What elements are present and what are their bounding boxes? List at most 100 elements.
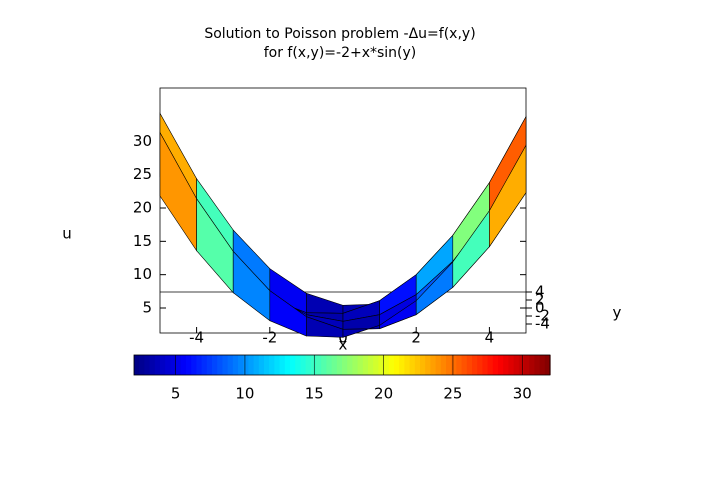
colorbar-segment — [175, 355, 182, 375]
colorbar-segment — [180, 355, 187, 375]
colorbar-tick-label: 15 — [305, 385, 324, 403]
y-tick-label: 0 — [535, 299, 545, 317]
colorbar-segment — [399, 355, 405, 375]
colorbar-segment — [305, 355, 312, 375]
colorbar-segment — [529, 355, 535, 375]
colorbar-segment — [508, 355, 515, 375]
colorbar-segment — [300, 355, 307, 375]
colorbar-segment — [326, 355, 333, 375]
colorbar-segment — [149, 355, 156, 375]
colorbar-segment — [331, 355, 338, 375]
colorbar-segment — [191, 355, 197, 375]
colorbar-segment — [196, 355, 203, 375]
colorbar-segment — [217, 355, 223, 375]
colorbar-segment — [227, 355, 234, 375]
colorbar-segment — [284, 355, 291, 375]
colorbar-segment — [544, 355, 551, 375]
colorbar-segment — [279, 355, 286, 375]
y-axis-label: y — [613, 304, 622, 322]
colorbar-segment — [253, 355, 260, 375]
x-tick-label: 2 — [411, 329, 421, 347]
colorbar-segment — [440, 355, 447, 375]
colorbar-segment — [435, 355, 442, 375]
colorbar-segment — [482, 355, 489, 375]
colorbar-segment — [243, 355, 249, 375]
colorbar-segment — [409, 355, 416, 375]
colorbar-segment — [232, 355, 239, 375]
colorbar-segment — [222, 355, 229, 375]
colorbar-segment — [347, 355, 353, 375]
colorbar-segment — [425, 355, 431, 375]
colorbar-tick-label: 5 — [171, 385, 181, 403]
colorbar-segment — [414, 355, 421, 375]
colorbar-segment — [368, 355, 374, 375]
colorbar-segment — [373, 355, 379, 375]
colorbar-segment — [154, 355, 161, 375]
colorbar-segment — [492, 355, 499, 375]
y-tick-label: -4 — [535, 315, 550, 333]
y-tick-label: -2 — [535, 307, 550, 325]
z-tick-label: 10 — [133, 265, 152, 283]
colorbar-segment — [274, 355, 281, 375]
colorbar-segment — [420, 355, 426, 375]
colorbar-segment — [290, 355, 296, 375]
colorbar-segment — [451, 355, 457, 375]
chart-subtitle: for f(x,y)=-2+x*sin(y) — [264, 45, 417, 61]
colorbar-segment — [498, 355, 504, 375]
colorbar-segment — [269, 355, 275, 375]
colorbar-segment — [264, 355, 270, 375]
colorbar-segment — [461, 355, 468, 375]
colorbar-segment — [295, 355, 301, 375]
colorbar-tick-label: 20 — [374, 385, 393, 403]
colorbar-segment — [352, 355, 359, 375]
colorbar-segment — [238, 355, 244, 375]
colorbar-segment — [378, 355, 385, 375]
surface-patch — [489, 144, 527, 248]
colorbar-segment — [404, 355, 411, 375]
colorbar-segment — [139, 355, 145, 375]
colorbar-segment — [310, 355, 317, 375]
chart-title: Solution to Poisson problem -Δu=f(x,y) — [204, 26, 475, 42]
colorbar-segment — [362, 355, 369, 375]
colorbar-segment — [186, 355, 192, 375]
colorbar-segment — [206, 355, 213, 375]
colorbar-segment — [472, 355, 478, 375]
colorbar-segment — [518, 355, 525, 375]
colorbar-segment — [258, 355, 265, 375]
colorbar-segment — [201, 355, 208, 375]
surface-patch — [306, 292, 344, 314]
colorbar-segment — [321, 355, 327, 375]
colorbar-tick-label: 10 — [235, 385, 254, 403]
colorbar-segment — [357, 355, 364, 375]
colorbar-segment — [316, 355, 322, 375]
colorbar-segment — [383, 355, 390, 375]
colorbar-segment — [430, 355, 437, 375]
colorbar-segment — [394, 355, 400, 375]
x-tick-label: -2 — [262, 329, 277, 347]
colorbar-segment — [513, 355, 520, 375]
y-tick-label: 4 — [535, 283, 545, 301]
colorbar-segment — [466, 355, 473, 375]
colorbar-segment — [534, 355, 541, 375]
z-tick-label: 25 — [133, 165, 152, 183]
colorbar-tick-label: 30 — [513, 385, 532, 403]
colorbar-segment — [170, 355, 177, 375]
colorbar-segment — [456, 355, 463, 375]
colorbar-segment — [388, 355, 395, 375]
x-tick-label: 4 — [485, 329, 495, 347]
z-tick-label: 20 — [133, 199, 152, 217]
z-tick-label: 15 — [133, 232, 152, 250]
colorbar-segment — [336, 355, 343, 375]
colorbar-segment — [248, 355, 255, 375]
x-axis-label: x — [339, 336, 348, 354]
colorbar-segment — [539, 355, 546, 375]
z-tick-label: 30 — [133, 132, 152, 150]
z-tick-label: 5 — [142, 299, 152, 317]
x-tick-label: -4 — [189, 329, 204, 347]
colorbar-segment — [503, 355, 509, 375]
z-axis-label: u — [62, 225, 72, 243]
colorbar-segment — [212, 355, 218, 375]
colorbar-segment — [477, 355, 483, 375]
colorbar-segment — [446, 355, 452, 375]
